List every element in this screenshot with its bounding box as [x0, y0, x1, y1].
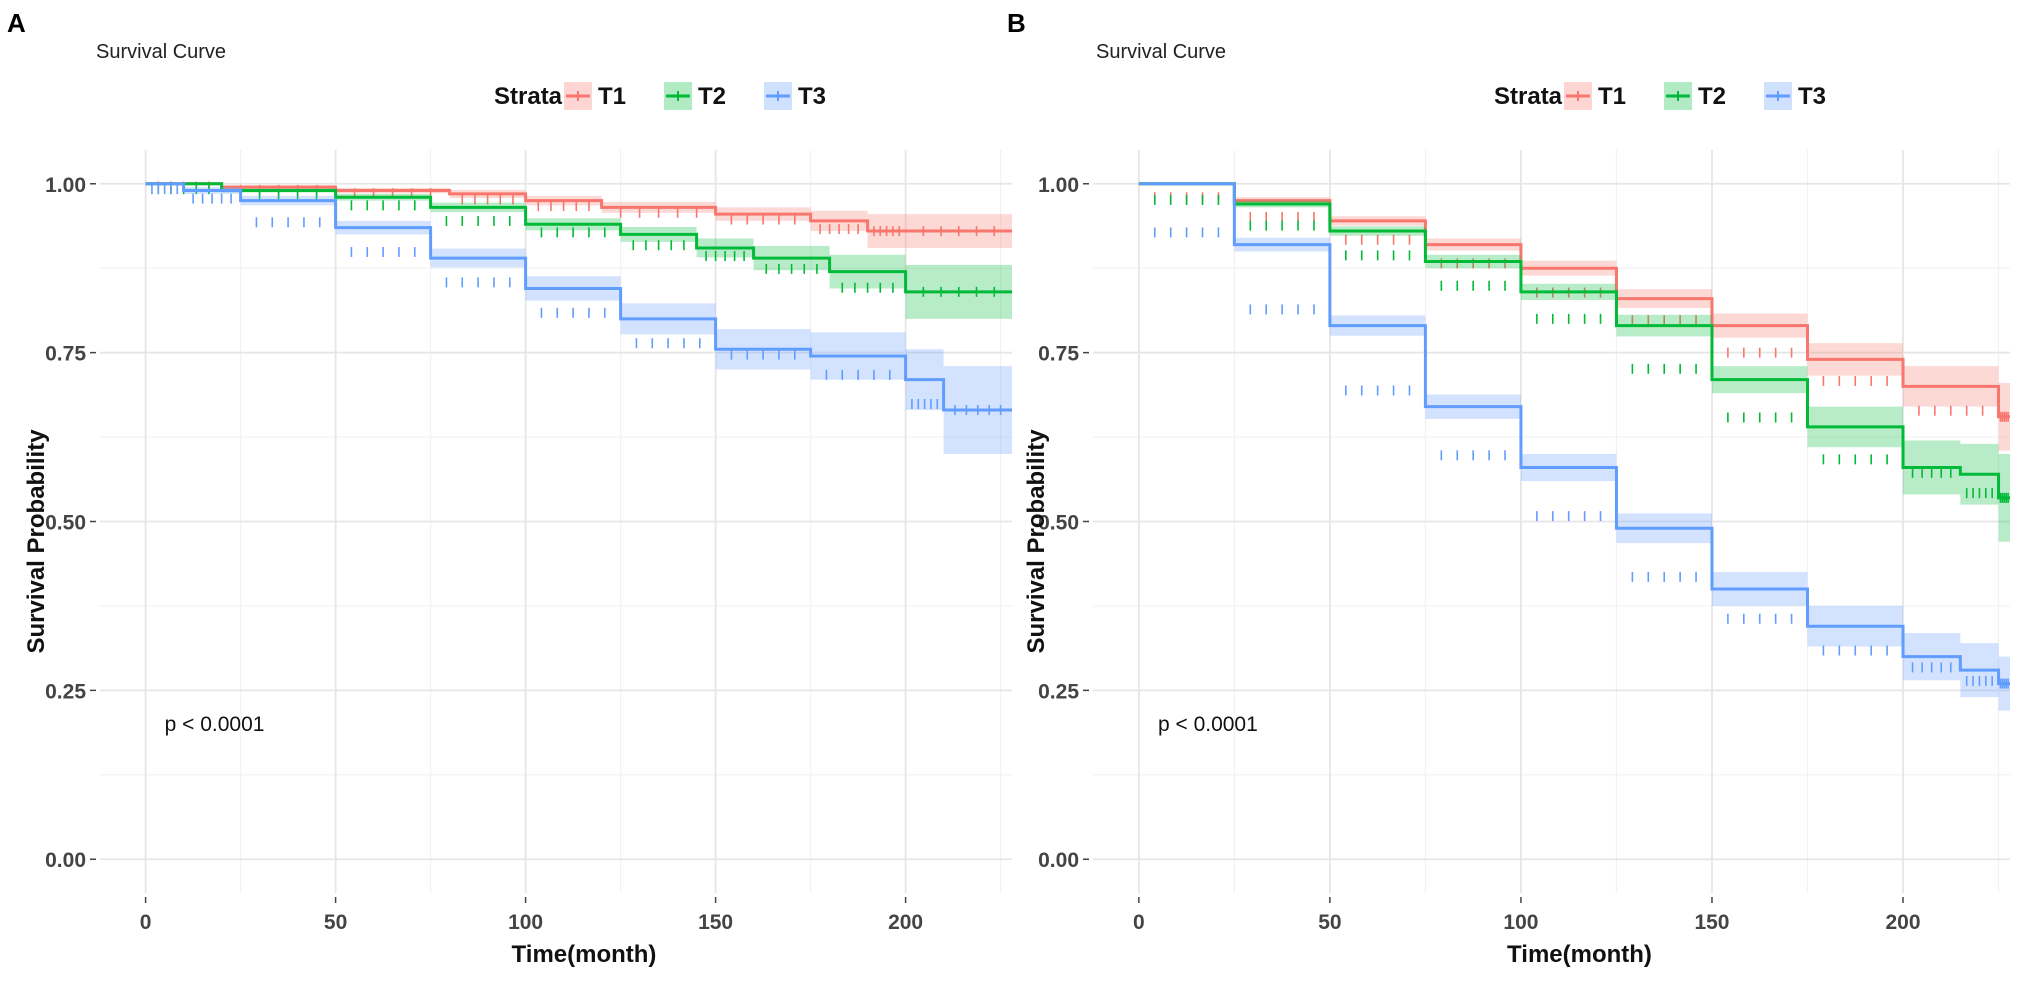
- legend-item-T3: T3: [764, 82, 826, 110]
- series-T3: [145, 182, 1013, 454]
- legend-item-T3: T3: [1764, 82, 1826, 110]
- legend-item-T1: T1: [1564, 82, 1626, 110]
- legend-label-T3: T3: [798, 83, 826, 110]
- x-tick-label: 200: [1885, 911, 1920, 934]
- x-tick-label: 150: [698, 911, 733, 934]
- legend: Strata T1 T2 T3: [1494, 82, 1826, 110]
- legend-label-T3: T3: [1798, 83, 1826, 110]
- y-tick-label: 0.00: [45, 849, 86, 872]
- y-axis-title: Survival Probability: [1023, 429, 1050, 654]
- survival-curve-T1: [145, 182, 1012, 233]
- panel-label: A: [7, 8, 26, 38]
- chart-title: Survival Curve: [96, 41, 226, 63]
- x-tick-label: 50: [324, 911, 347, 934]
- series-T3: [1138, 182, 2010, 711]
- x-tick-label: 50: [1318, 911, 1341, 934]
- gridlines: [100, 150, 1012, 893]
- legend-label-T2: T2: [1698, 83, 1726, 110]
- chart-title: Survival Curve: [1096, 41, 1226, 63]
- series-T2: [1138, 182, 2010, 542]
- x-axis: 0 50 100 150 200: [1133, 897, 1921, 934]
- legend-label-T1: T1: [598, 83, 626, 110]
- y-tick-label: 0.75: [45, 343, 86, 366]
- ci-band-T3: [1138, 183, 2010, 711]
- p-value-annotation: p < 0.0001: [165, 713, 265, 736]
- y-axis: 0.00 0.25 0.50 0.75 1.00: [45, 174, 96, 872]
- chart-panel-A: 0 50 100 150 200 0.00 0.25 0.50 0.75 1.00 Time(mon…: [7, 8, 1013, 968]
- x-axis-title: Time(month): [512, 941, 657, 968]
- survival-curve-T3: [145, 182, 1012, 412]
- y-axis: 0.00 0.25 0.50 0.75 1.00: [1038, 174, 1089, 872]
- chart-panel-B: 0 50 100 150 200 0.00 0.25 0.50 0.75 1.00 Time(mon…: [1007, 8, 2010, 968]
- y-tick-label: 0.50: [1038, 512, 1079, 535]
- legend-item-T1: T1: [564, 82, 626, 110]
- legend-title: Strata: [1494, 83, 1563, 110]
- legend-label-T1: T1: [1598, 83, 1626, 110]
- y-tick-label: 1.00: [1038, 174, 1079, 197]
- legend: Strata T1 T2 T3: [494, 82, 826, 110]
- x-tick-label: 150: [1694, 911, 1729, 934]
- x-tick-label: 0: [140, 911, 152, 934]
- y-tick-label: 1.00: [45, 174, 86, 197]
- legend-label-T2: T2: [698, 83, 726, 110]
- panel-label: B: [1007, 8, 1026, 38]
- y-tick-label: 0.00: [1038, 849, 1079, 872]
- y-axis-title: Survival Probability: [23, 429, 50, 654]
- y-tick-label: 0.75: [1038, 343, 1079, 366]
- y-tick-label: 0.50: [45, 512, 86, 535]
- x-axis-title: Time(month): [1507, 941, 1652, 968]
- ci-band-T2: [145, 183, 1013, 319]
- p-value-annotation: p < 0.0001: [1158, 713, 1258, 736]
- legend-item-T2: T2: [664, 82, 726, 110]
- survival-curve-T3: [1138, 182, 2010, 686]
- legend-item-T2: T2: [1664, 82, 1726, 110]
- x-axis: 0 50 100 150 200: [140, 897, 923, 934]
- ci-band-T1: [145, 183, 1013, 248]
- y-tick-label: 0.25: [1038, 680, 1079, 703]
- x-tick-label: 0: [1133, 911, 1145, 934]
- x-tick-label: 100: [1503, 911, 1538, 934]
- survival-curve-T2: [145, 182, 1012, 294]
- y-tick-label: 0.25: [45, 680, 86, 703]
- x-tick-label: 200: [888, 911, 923, 934]
- legend-title: Strata: [494, 83, 563, 110]
- survival-curve-T2: [1138, 182, 2010, 500]
- x-tick-label: 100: [508, 911, 543, 934]
